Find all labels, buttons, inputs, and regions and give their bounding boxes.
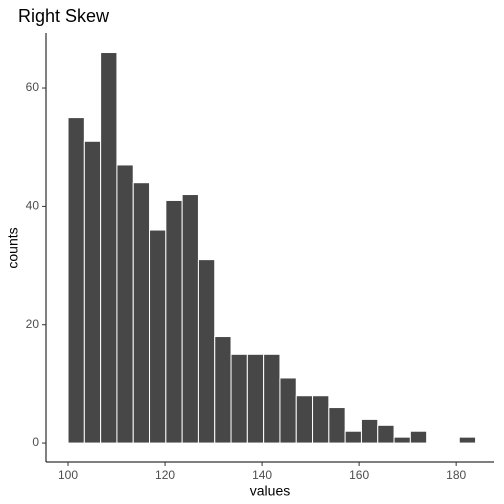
bar [230, 353, 248, 444]
x-tick-label: 160 [349, 468, 369, 482]
bar [458, 436, 477, 444]
bar [132, 182, 151, 444]
y-tick-label: 20 [26, 317, 40, 331]
bar [246, 353, 265, 444]
bar [165, 199, 183, 444]
bar [67, 117, 85, 444]
chart-title: Right Skew [18, 6, 110, 26]
y-tick-label: 60 [26, 80, 40, 94]
y-axis-label: counts [5, 227, 21, 268]
x-axis-label: values [250, 483, 290, 499]
bar [116, 164, 134, 444]
bar [214, 336, 232, 444]
bar [279, 377, 297, 444]
bar [295, 395, 314, 444]
y-tick-label: 40 [26, 199, 40, 213]
bar [181, 194, 199, 444]
bar [377, 424, 395, 444]
bar [360, 418, 379, 444]
bar [409, 430, 428, 444]
x-tick-label: 180 [446, 468, 466, 482]
bar [100, 52, 118, 444]
x-tick-label: 100 [58, 468, 78, 482]
bar [149, 229, 167, 444]
bar [83, 140, 102, 444]
bar [263, 353, 281, 444]
bar [197, 259, 216, 444]
bar [344, 430, 362, 444]
bar [393, 436, 411, 444]
y-tick-label: 0 [32, 435, 39, 449]
bar [312, 395, 330, 444]
bar [328, 407, 346, 444]
x-tick-label: 120 [155, 468, 175, 482]
x-tick-label: 140 [252, 468, 272, 482]
